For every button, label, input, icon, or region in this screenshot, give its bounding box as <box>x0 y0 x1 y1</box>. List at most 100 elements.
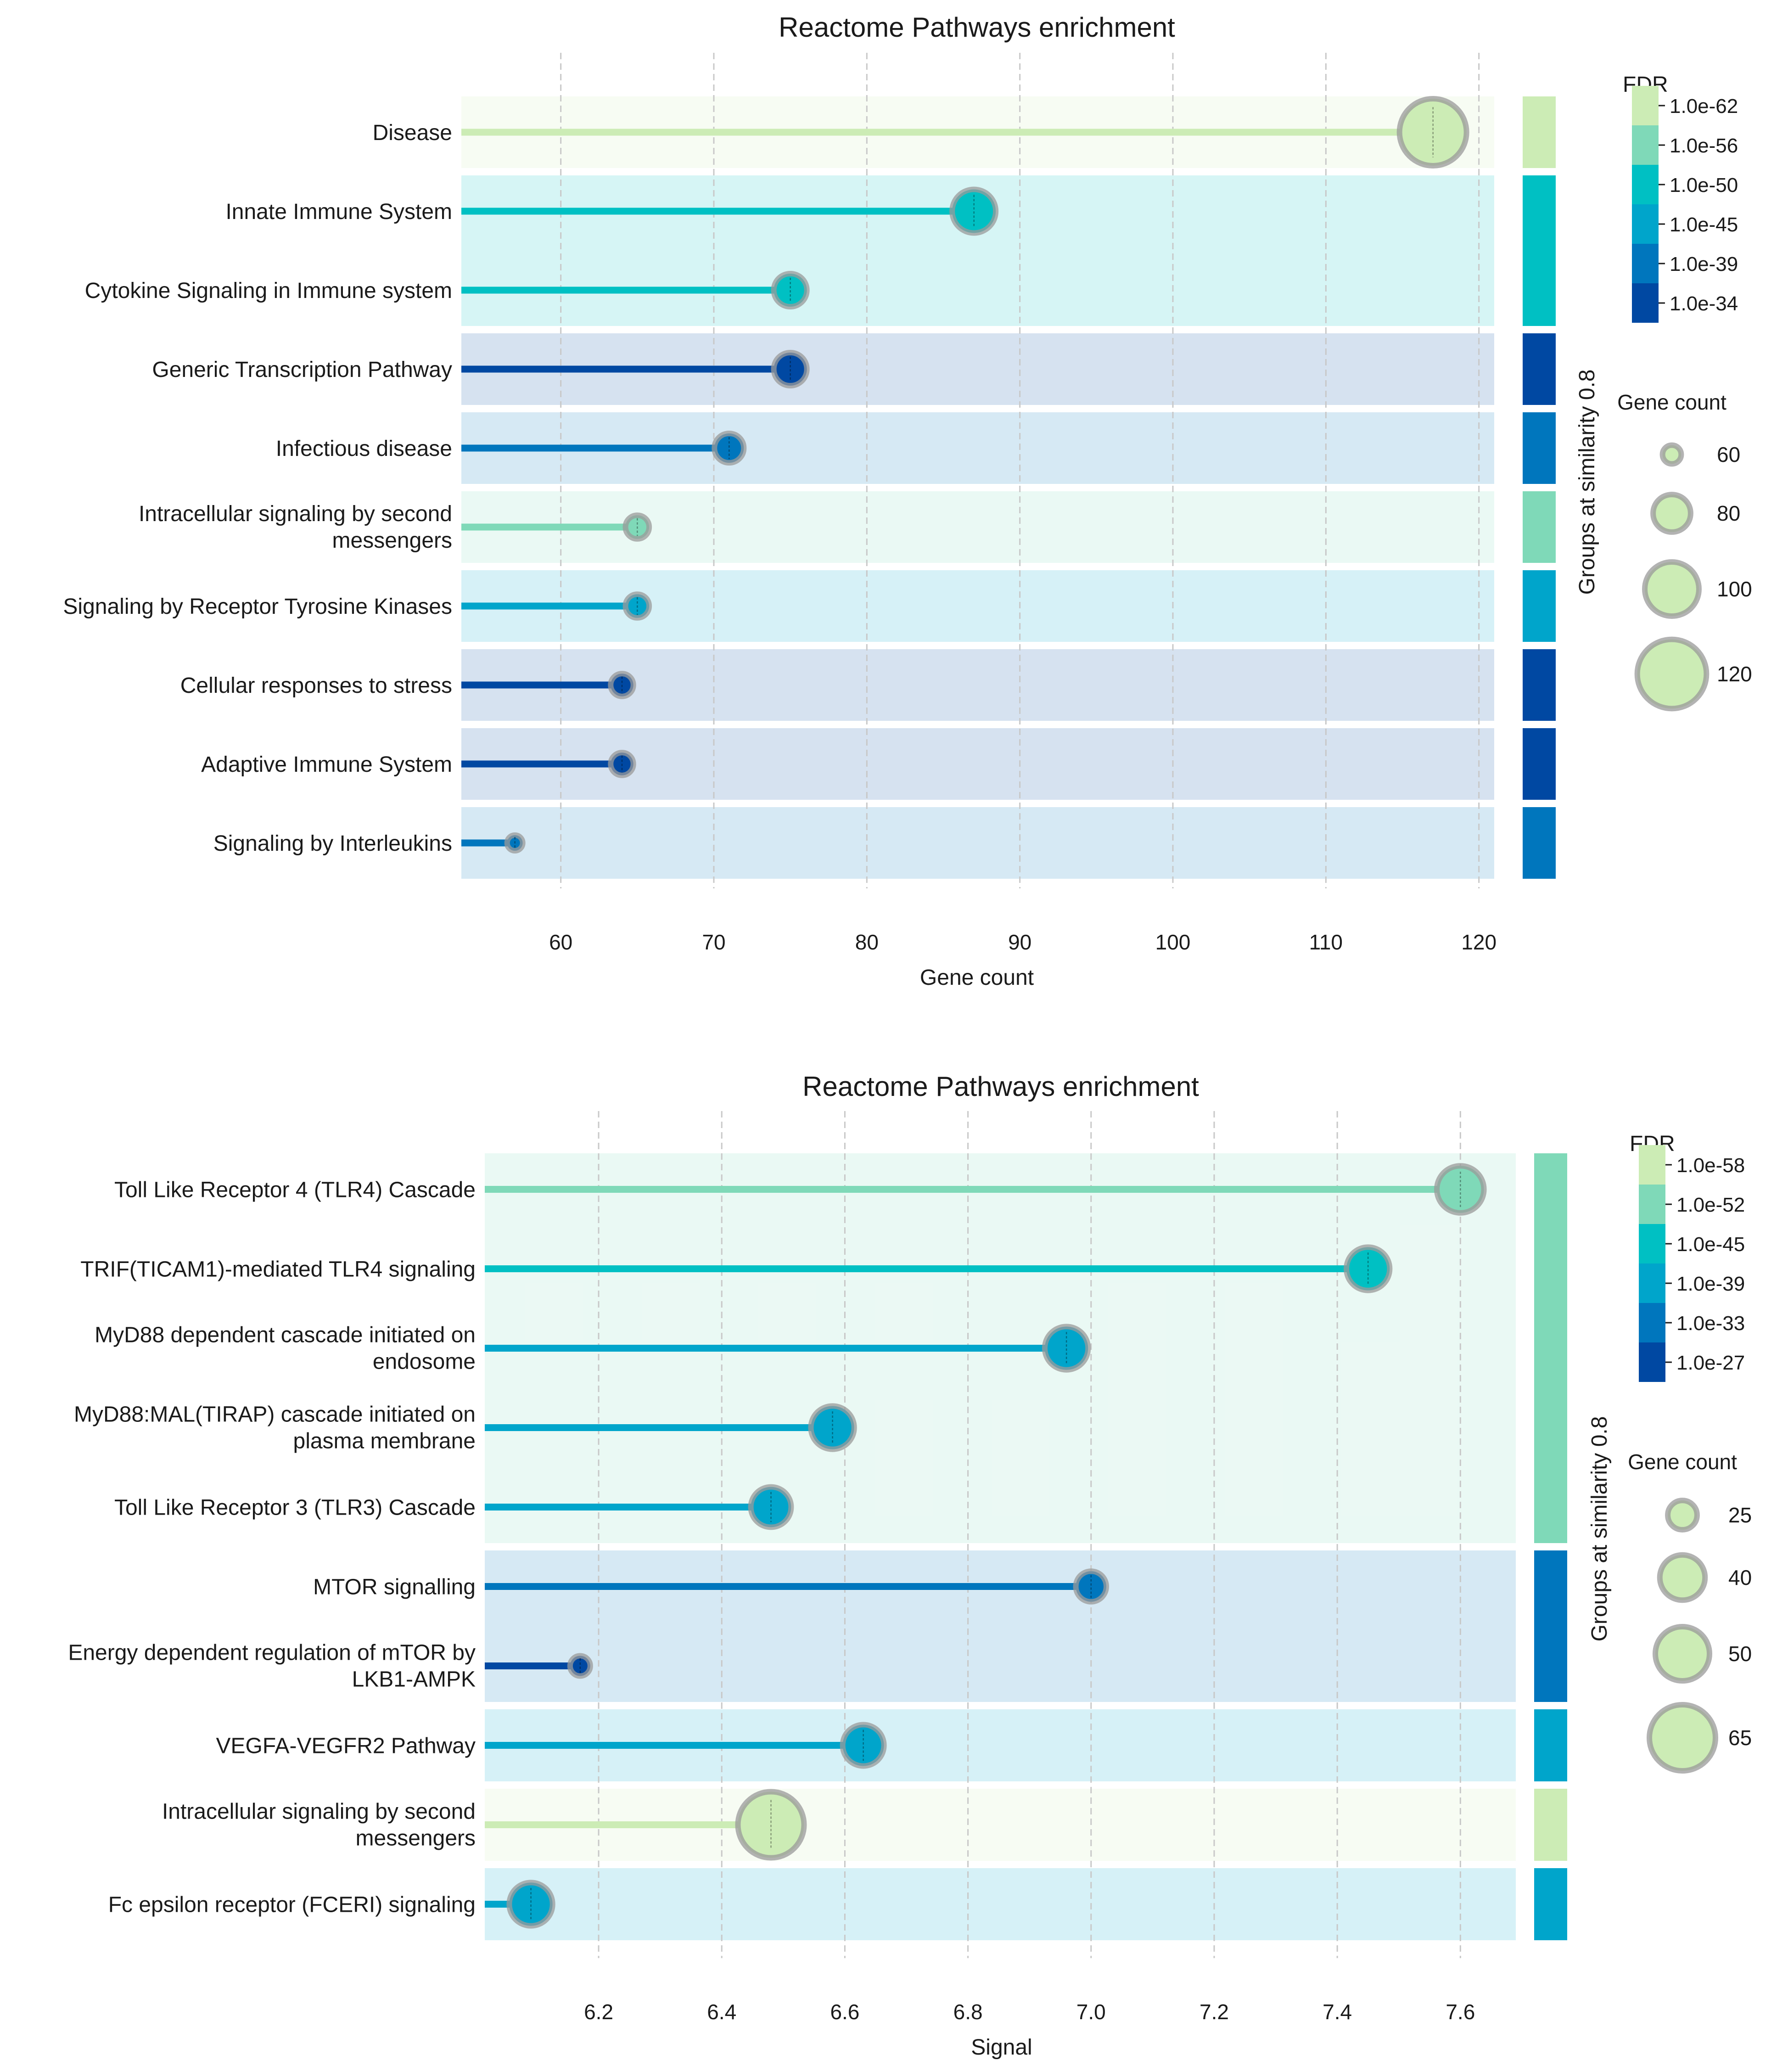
fdr-legend-swatch <box>1632 204 1659 244</box>
fdr-legend-swatch <box>1639 1145 1665 1185</box>
lollipop-head <box>949 186 999 236</box>
group-color-strip <box>1523 96 1556 879</box>
x-axis-label: Signal <box>971 2035 1032 2060</box>
gene-count-legend-bubble <box>1652 1623 1713 1684</box>
gene-count-legend: Gene count 60 80 100 120 <box>1617 390 1752 712</box>
x-tick-label: 80 <box>855 930 879 954</box>
group-strip-segment <box>1523 649 1556 721</box>
fdr-legend: FDR1.0e-581.0e-521.0e-451.0e-391.0e-331.… <box>1630 1132 1745 1382</box>
fdr-legend-swatch <box>1639 1342 1665 1382</box>
x-tick-label: 7.6 <box>1446 2000 1475 2024</box>
y-axis-labels: Disease Innate Immune System Cytokine Sign… <box>63 121 452 856</box>
chart-top: Reactome Pathways enrichment Disease Inna… <box>63 12 1752 990</box>
fdr-legend-label: 1.0e-34 <box>1670 292 1738 315</box>
lollipop-head <box>567 1653 593 1679</box>
fdr-legend-swatch <box>1639 1303 1665 1342</box>
x-tick-label: 60 <box>549 930 572 954</box>
gene-count-legend-bubble <box>1634 636 1710 712</box>
y-tick-label: Infectious disease <box>276 437 452 461</box>
fdr-legend-swatch <box>1632 165 1659 204</box>
fdr-legend-label: 1.0e-33 <box>1676 1312 1745 1335</box>
lollipop-head <box>840 1722 887 1769</box>
chart-title: Reactome Pathways enrichment <box>779 12 1175 43</box>
lollipop-head <box>808 1403 857 1452</box>
y-tick-label: TRIF(TICAM1)-mediated TLR4 signaling <box>80 1258 476 1282</box>
fdr-legend-swatch <box>1632 244 1659 283</box>
gene-count-legend-label: 100 <box>1717 577 1752 601</box>
gene-count-legend-label: 50 <box>1728 1642 1752 1666</box>
group-strip-segment <box>1523 333 1556 405</box>
group-strip-segment <box>1534 1550 1567 1702</box>
fdr-legend-label: 1.0e-58 <box>1676 1154 1745 1177</box>
chart-bottom: Reactome Pathways enrichment Toll Like R… <box>68 1071 1752 2060</box>
gene-count-legend-label: 120 <box>1717 662 1752 686</box>
group-strip-segment <box>1534 1868 1567 1940</box>
x-tick-label: 110 <box>1309 930 1343 954</box>
x-tick-label: 7.0 <box>1076 2000 1106 2024</box>
y-tick-label: MyD88:MAL(TIRAP) cascade initiated on pla… <box>74 1403 476 1454</box>
group-strip-segment <box>1523 175 1556 326</box>
x-tick-label: 6.2 <box>584 2000 613 2024</box>
lollipop-marks <box>485 1163 1487 1929</box>
x-axis-label: Gene count <box>920 966 1034 990</box>
x-tick-label: 7.2 <box>1199 2000 1229 2024</box>
gridlines <box>560 53 1480 888</box>
group-strip-segment <box>1523 96 1556 168</box>
x-tick-label: 6.8 <box>953 2000 983 2024</box>
x-tick-label: 90 <box>1008 930 1031 954</box>
group-strip-segment <box>1523 570 1556 642</box>
lollipop-head <box>712 430 747 466</box>
y-tick-label: Cytokine Signaling in Immune system <box>85 279 452 303</box>
group-background <box>485 1550 1516 1702</box>
gridlines <box>598 1111 1461 1958</box>
lollipop-head <box>506 1880 555 1929</box>
chart-title: Reactome Pathways enrichment <box>802 1071 1199 1102</box>
gene-count-legend-bubble <box>1642 559 1702 619</box>
gene-count-legend-label: 65 <box>1728 1726 1752 1750</box>
gene-count-legend-bubble <box>1665 1498 1700 1533</box>
y-tick-label: Signaling by Interleukins <box>213 831 452 856</box>
y-axis-labels: Toll Like Receptor 4 (TLR4) Cascade TRIF(… <box>68 1178 476 1917</box>
fdr-legend-label: 1.0e-27 <box>1676 1352 1745 1374</box>
y-tick-label: Adaptive Immune System <box>201 752 452 777</box>
fdr-legend-swatch <box>1639 1224 1665 1263</box>
gene-count-legend-bubble <box>1650 492 1693 535</box>
y-tick-label: Generic Transcription Pathway <box>152 358 452 382</box>
group-strip-segment <box>1534 1789 1567 1861</box>
fdr-legend-label: 1.0e-62 <box>1670 95 1738 118</box>
group-color-strip <box>1534 1153 1567 1940</box>
x-tick-label: 6.6 <box>830 2000 859 2024</box>
gene-count-legend-bubble <box>1659 442 1684 467</box>
group-strip-segment <box>1534 1153 1567 1543</box>
fdr-legend-swatch <box>1639 1263 1665 1303</box>
gene-count-legend-bubble <box>1657 1552 1708 1603</box>
group-axis-label: Groups at similarity 0.8 <box>1587 1416 1612 1642</box>
gene-count-legend: Gene count 25 40 50 65 <box>1628 1450 1752 1774</box>
y-tick-label: Toll Like Receptor 3 (TLR3) Cascade <box>114 1496 476 1520</box>
y-tick-label: Toll Like Receptor 4 (TLR4) Cascade <box>114 1178 476 1202</box>
y-tick-label: MTOR signalling <box>313 1575 476 1600</box>
lollipop-head <box>1073 1568 1109 1605</box>
fdr-legend-label: 1.0e-56 <box>1670 135 1738 157</box>
lollipop-marks <box>461 96 1469 854</box>
group-strip-segment <box>1523 807 1556 879</box>
y-tick-label: VEGFA-VEGFR2 Pathway <box>216 1734 476 1758</box>
x-tick-label: 120 <box>1461 930 1497 954</box>
gene-count-legend-bubble <box>1647 1702 1718 1774</box>
fdr-legend: FDR1.0e-621.0e-561.0e-501.0e-451.0e-391.… <box>1623 73 1738 323</box>
x-tick-label: 100 <box>1155 930 1191 954</box>
lollipop-head <box>1042 1324 1091 1373</box>
x-tick-label: 70 <box>702 930 725 954</box>
y-tick-label: Intracellular signaling by second messeng… <box>162 1800 476 1851</box>
fdr-legend-label: 1.0e-50 <box>1670 174 1738 197</box>
fdr-legend-label: 1.0e-39 <box>1676 1273 1745 1295</box>
lollipop-head <box>1344 1244 1393 1293</box>
group-background <box>485 1868 1516 1940</box>
gene-count-legend-label: 60 <box>1717 443 1740 466</box>
gene-count-legend-label: 25 <box>1728 1503 1752 1527</box>
fdr-legend-label: 1.0e-39 <box>1670 253 1738 275</box>
group-strip-segment <box>1523 491 1556 563</box>
y-tick-label: Intracellular signaling by second messeng… <box>139 502 452 553</box>
y-tick-label: Energy dependent regulation of mTOR by LK… <box>68 1641 476 1692</box>
